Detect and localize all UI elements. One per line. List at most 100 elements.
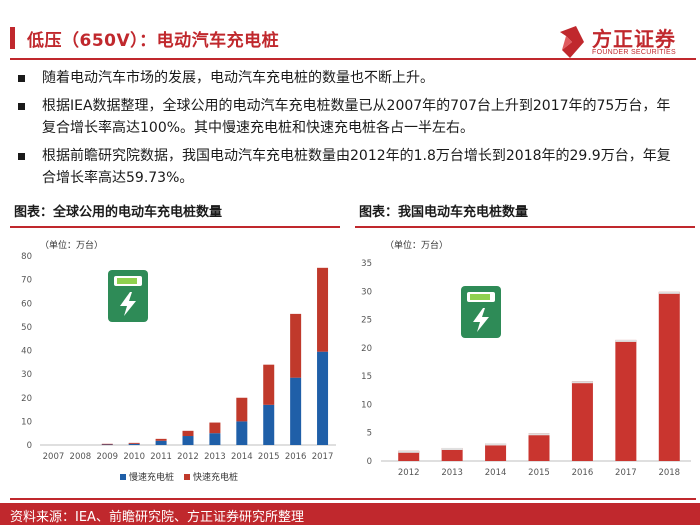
y-tick-label: 30 (21, 370, 32, 380)
ev-charger-icon (108, 270, 148, 322)
legend-label-fast: 快速充电桩 (193, 473, 239, 483)
bar-slow-charger (209, 433, 221, 445)
bar-top-highlight (485, 443, 507, 446)
bullet-list: 随着电动汽车市场的发展，电动汽车充电桩的数量也不断上升。 根据IEA数据整理，全… (18, 67, 678, 195)
footer-source: 资料来源：IEA、前瞻研究院、方正证券研究所整理 (10, 510, 304, 525)
x-tick-label: 2014 (485, 468, 507, 478)
y-tick-label: 50 (21, 323, 32, 333)
bar-fast-charger (317, 267, 329, 352)
bar-fast-charger (101, 443, 113, 445)
y-tick-label: 70 (21, 276, 32, 286)
bar-top-highlight (528, 433, 550, 436)
y-tick-label: 0 (27, 441, 32, 451)
chart-left-title-underline (10, 226, 340, 228)
legend-item-slow: 慢速充电桩 (120, 470, 174, 483)
y-tick-label: 20 (361, 344, 372, 354)
y-tick-label: 80 (21, 252, 32, 262)
y-tick-label: 25 (361, 316, 372, 326)
bullet-text: 根据前瞻研究院数据，我国电动汽车充电桩数量由2012年的1.8万台增长到2018… (42, 148, 671, 186)
x-tick-label: 2007 (43, 452, 65, 462)
bar-fast-charger (236, 397, 248, 422)
bullet-item: 根据前瞻研究院数据，我国电动汽车充电桩数量由2012年的1.8万台增长到2018… (18, 145, 678, 189)
y-tick-label: 40 (21, 347, 32, 357)
logo-name: 方正证券 (592, 27, 676, 51)
global-charger-chart: （单位：万台） 0 10 20 30 40 50 60 70 80 2007 2008 2009 2010… (21, 239, 336, 462)
bullet-item: 根据IEA数据整理，全球公用的电动汽车充电桩数量已从2007年的707台上升到2… (18, 95, 678, 139)
bar-china-charger (528, 433, 550, 461)
bar-slow-charger (101, 444, 113, 446)
chart-left-legend: 慢速充电桩 快速充电桩 (120, 470, 248, 483)
y-tick-label: 15 (361, 372, 372, 382)
logo-subtitle: FOUNDER SECURITIES (592, 49, 676, 56)
bullet-square-icon (18, 103, 25, 110)
title-divider (10, 58, 696, 60)
x-tick-label: 2008 (70, 452, 92, 462)
bar-slow-charger (263, 404, 275, 445)
bar-top-highlight (398, 450, 420, 453)
bar-china-charger (658, 291, 680, 461)
bullet-item: 随着电动汽车市场的发展，电动汽车充电桩的数量也不断上升。 (18, 67, 678, 89)
bar-china-charger (615, 339, 637, 461)
x-tick-label: 2016 (285, 452, 307, 462)
title-bar: 低压（650V）：电动汽车充电桩 (10, 26, 280, 51)
y-tick-label: 5 (367, 429, 372, 439)
bar-fast-charger (182, 430, 194, 437)
y-tick-label: 30 (361, 287, 372, 297)
bar-slow-charger (128, 443, 140, 445)
bar-fast-charger (128, 442, 140, 444)
x-tick-label: 2011 (150, 452, 172, 462)
x-tick-label: 2009 (96, 452, 118, 462)
x-tick-label: 2016 (572, 468, 594, 478)
chart-right-title-underline (355, 226, 695, 228)
bar-china-charger (485, 443, 507, 461)
title-accent-mark (10, 27, 15, 49)
legend-swatch-slow (120, 473, 126, 480)
y-tick-label: 0 (367, 457, 372, 467)
bullet-text: 根据IEA数据整理，全球公用的电动汽车充电桩数量已从2007年的707台上升到2… (42, 98, 671, 136)
bar-china-charger (398, 450, 420, 461)
x-tick-label: 2013 (204, 452, 226, 462)
y-tick-label: 10 (361, 400, 372, 410)
bar-slow-charger (236, 421, 248, 445)
bar-top-highlight (441, 447, 463, 450)
bar-slow-charger (317, 351, 329, 445)
bar-slow-charger (290, 377, 302, 445)
bar-fast-charger (263, 364, 275, 405)
chart-left-title: 图表：全球公用的电动车充电桩数量 (14, 205, 223, 220)
x-tick-label: 2014 (231, 452, 253, 462)
bar-china-charger (571, 381, 593, 461)
y-tick-label: 20 (21, 394, 32, 404)
x-tick-label: 2017 (615, 468, 637, 478)
slide-title: 低压（650V）：电动汽车充电桩 (27, 30, 280, 51)
founder-securities-logo: 方正证券 FOUNDER SECURITIES (556, 22, 696, 64)
bar-top-highlight (658, 291, 680, 294)
bullet-square-icon (18, 153, 25, 160)
bar-slow-charger (155, 440, 167, 445)
footer-bar: 资料来源：IEA、前瞻研究院、方正证券研究所整理 (0, 503, 700, 525)
x-tick-label: 2010 (123, 452, 145, 462)
bar-top-highlight (571, 381, 593, 384)
china-charger-chart: （单位：万台） 0 5 10 15 20 25 30 35 2012 2013 2014 2015 201… (361, 239, 691, 478)
bar-fast-charger (290, 313, 302, 378)
legend-label-slow: 慢速充电桩 (129, 473, 175, 483)
bar-slow-charger (182, 436, 194, 445)
y-tick-label: 10 (21, 417, 32, 427)
bullet-text: 随着电动汽车市场的发展，电动汽车充电桩的数量也不断上升。 (42, 70, 434, 86)
y-tick-label: 60 (21, 299, 32, 309)
bar-top-highlight (615, 339, 637, 342)
bar-fast-charger (155, 438, 167, 441)
x-tick-label: 2017 (312, 452, 334, 462)
bar-china-charger (441, 447, 463, 461)
x-tick-label: 2015 (528, 468, 550, 478)
x-tick-label: 2012 (177, 452, 199, 462)
y-tick-label: 35 (361, 259, 372, 269)
legend-swatch-fast (184, 473, 191, 480)
x-tick-label: 2015 (258, 452, 280, 462)
ev-charger-icon (461, 286, 501, 338)
bar-fast-charger (209, 422, 221, 434)
chart-left-unit-label: （单位：万台） (40, 239, 103, 251)
chart-right-title: 图表：我国电动车充电桩数量 (359, 205, 529, 220)
x-tick-label: 2018 (658, 468, 680, 478)
chart-right-unit-label: （单位：万台） (385, 239, 448, 251)
x-tick-label: 2012 (398, 468, 420, 478)
